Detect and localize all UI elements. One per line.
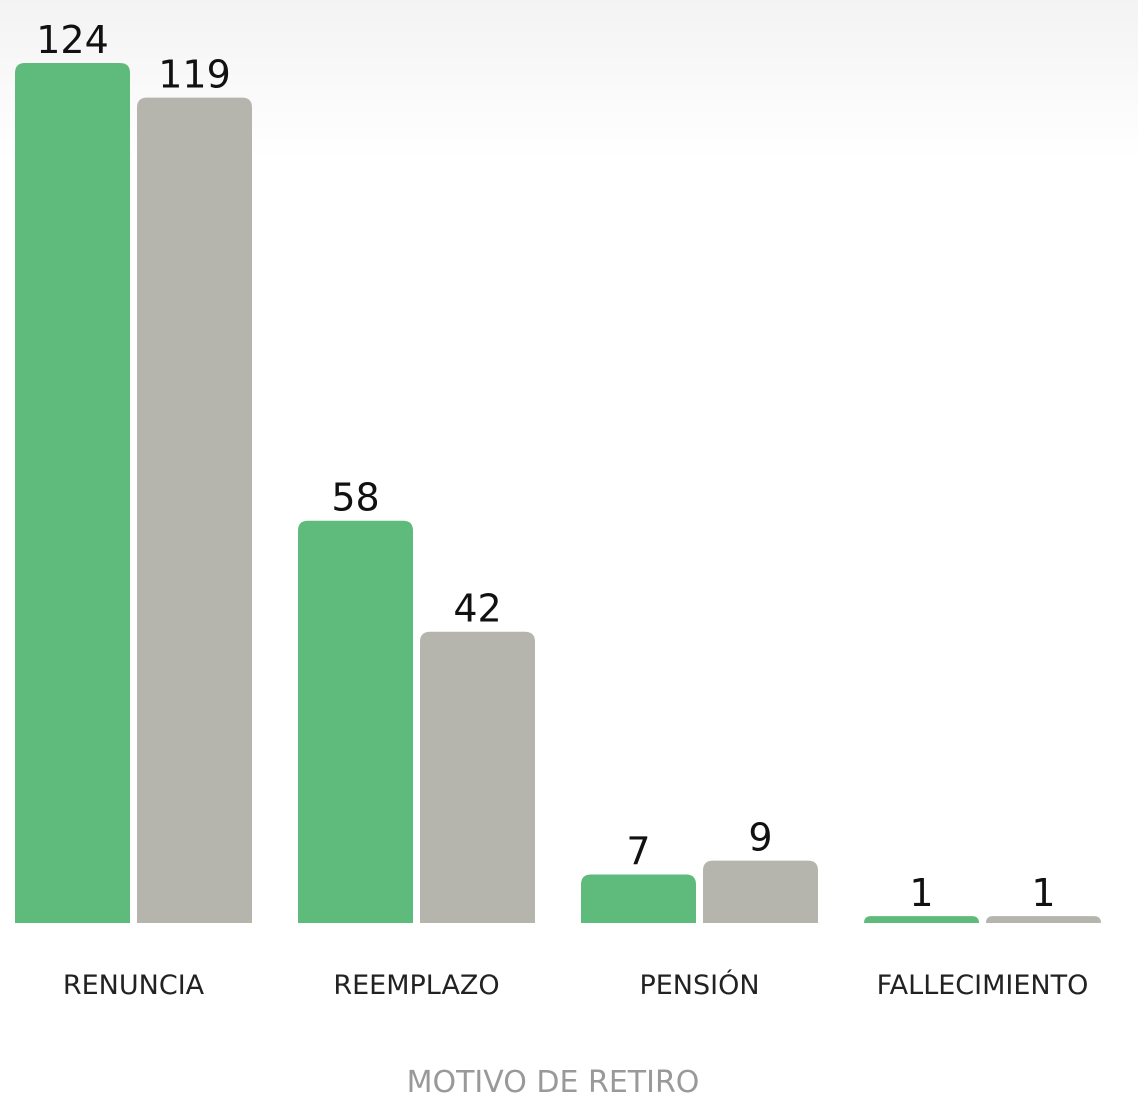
bar (15, 63, 130, 923)
bar (864, 916, 979, 923)
bar (298, 520, 413, 923)
x-tick-label: RENUNCIA (63, 970, 205, 1001)
bar (703, 860, 818, 923)
value-label: 1 (909, 871, 933, 915)
bar (420, 631, 535, 923)
value-label: 42 (453, 587, 501, 631)
x-tick-label: PENSIÓN (639, 969, 759, 1001)
value-label: 119 (158, 53, 231, 97)
value-label: 1 (1031, 871, 1055, 915)
value-label: 124 (36, 18, 109, 62)
bar (581, 874, 696, 923)
x-axis-title: MOTIVO DE RETIRO (407, 1065, 700, 1098)
bar (986, 916, 1101, 923)
x-tick-label: FALLECIMIENTO (877, 970, 1089, 1001)
value-label: 9 (748, 816, 772, 860)
value-label: 7 (626, 829, 650, 873)
bar (137, 97, 252, 923)
x-tick-label: REEMPLAZO (333, 970, 499, 1001)
value-label: 58 (331, 476, 379, 520)
